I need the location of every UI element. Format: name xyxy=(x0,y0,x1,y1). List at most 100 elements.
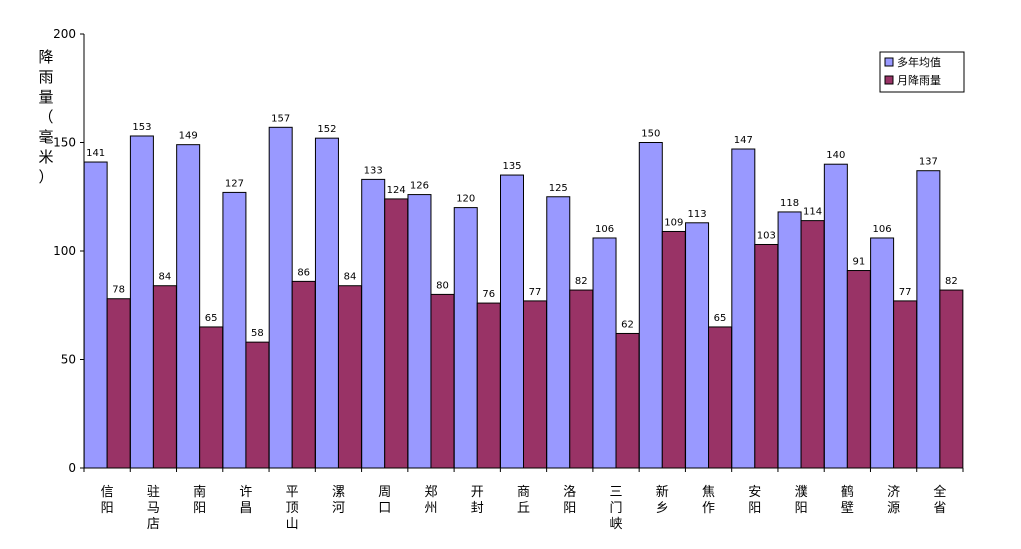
data-label: 80 xyxy=(436,280,449,291)
x-tick-label: 许昌 xyxy=(239,485,252,516)
data-label: 114 xyxy=(803,207,822,218)
bar xyxy=(476,302,501,469)
data-label: 113 xyxy=(688,209,707,220)
x-tick-label: 鹤壁 xyxy=(841,484,854,516)
bar xyxy=(222,191,247,469)
data-label: 133 xyxy=(364,165,383,176)
bar xyxy=(83,161,108,469)
data-label: 65 xyxy=(205,313,218,324)
bar xyxy=(615,332,640,469)
x-tick-label: 安阳 xyxy=(748,485,761,516)
x-tick-label: 焦作 xyxy=(702,485,715,516)
data-label: 106 xyxy=(595,224,614,235)
data-label: 126 xyxy=(410,181,429,192)
bar xyxy=(638,142,663,469)
data-label: 152 xyxy=(317,124,336,135)
legend-entry: 月降雨量 xyxy=(897,73,941,87)
data-label: 125 xyxy=(549,183,568,194)
bar xyxy=(777,211,802,469)
data-label: 106 xyxy=(873,224,892,235)
x-tick-label: 漯河 xyxy=(332,485,345,516)
x-tick-label: 商丘 xyxy=(517,485,530,516)
data-label: 77 xyxy=(899,287,912,298)
data-label: 124 xyxy=(387,185,406,196)
bar xyxy=(152,285,177,469)
data-label: 103 xyxy=(757,230,776,241)
bar xyxy=(384,198,409,469)
y-tick-label: 100 xyxy=(53,244,76,258)
data-label: 76 xyxy=(482,289,495,300)
bar xyxy=(823,163,848,469)
bar xyxy=(523,300,547,469)
x-tick-label: 郑州 xyxy=(424,485,437,516)
x-tick-label: 驻马店 xyxy=(147,485,160,532)
y-axis-label: 降雨量（毫米） xyxy=(38,48,53,186)
bar xyxy=(245,341,270,469)
bar xyxy=(916,170,941,469)
x-tick-label: 洛阳 xyxy=(563,485,576,516)
x-tick-label: 开封 xyxy=(471,485,484,516)
data-label: 137 xyxy=(919,157,938,168)
bar xyxy=(314,137,339,469)
data-label: 65 xyxy=(714,313,727,324)
bar xyxy=(453,207,478,469)
data-label: 149 xyxy=(179,131,198,142)
data-label: 58 xyxy=(251,328,264,339)
bar xyxy=(685,222,710,469)
y-tick-label: 200 xyxy=(53,27,76,41)
data-label: 135 xyxy=(502,161,521,172)
x-tick-label: 周口 xyxy=(378,485,391,516)
bar xyxy=(176,144,201,469)
bar xyxy=(129,135,154,469)
bar xyxy=(291,280,316,469)
bar xyxy=(337,285,362,469)
data-label: 109 xyxy=(664,217,683,228)
bar xyxy=(361,178,386,469)
data-label: 84 xyxy=(159,272,172,283)
data-label: 77 xyxy=(529,287,542,298)
data-label: 120 xyxy=(456,194,475,205)
bar xyxy=(731,148,756,469)
bar xyxy=(268,126,293,469)
data-label: 140 xyxy=(826,150,845,161)
y-tick-label: 50 xyxy=(61,353,76,367)
data-label: 78 xyxy=(112,285,125,296)
y-tick-label: 150 xyxy=(53,136,76,150)
bar xyxy=(708,326,733,469)
legend-box xyxy=(879,51,965,93)
x-tick-label: 平顶山 xyxy=(286,485,299,532)
x-tick-label: 新乡 xyxy=(656,484,669,516)
data-label: 127 xyxy=(225,178,244,189)
x-tick-label: 南阳 xyxy=(193,484,206,516)
bar xyxy=(407,194,432,469)
bar xyxy=(106,298,131,469)
x-tick-label: 全省 xyxy=(933,484,946,516)
bar xyxy=(569,289,594,469)
data-label: 84 xyxy=(344,272,357,283)
data-label: 86 xyxy=(297,267,310,278)
x-tick-label: 濮阳 xyxy=(795,485,808,516)
x-tick-label: 信阳 xyxy=(101,485,114,516)
bar xyxy=(592,237,617,469)
data-label: 91 xyxy=(852,257,865,268)
legend-swatch xyxy=(884,57,894,67)
data-label: 118 xyxy=(780,198,799,209)
data-label: 157 xyxy=(271,113,290,124)
data-label: 141 xyxy=(86,148,105,159)
data-label: 82 xyxy=(575,276,588,287)
data-label: 150 xyxy=(641,129,660,140)
legend-swatch xyxy=(884,75,894,85)
x-tick-label: 三门峡 xyxy=(610,485,623,532)
bar xyxy=(893,300,918,469)
data-label: 82 xyxy=(945,276,958,287)
bar xyxy=(800,220,825,469)
bar xyxy=(846,270,871,469)
bar xyxy=(939,289,964,469)
data-label: 153 xyxy=(132,122,151,133)
data-label: 147 xyxy=(734,135,753,146)
bar xyxy=(546,196,571,469)
data-label: 62 xyxy=(621,319,634,330)
bar xyxy=(661,230,686,469)
